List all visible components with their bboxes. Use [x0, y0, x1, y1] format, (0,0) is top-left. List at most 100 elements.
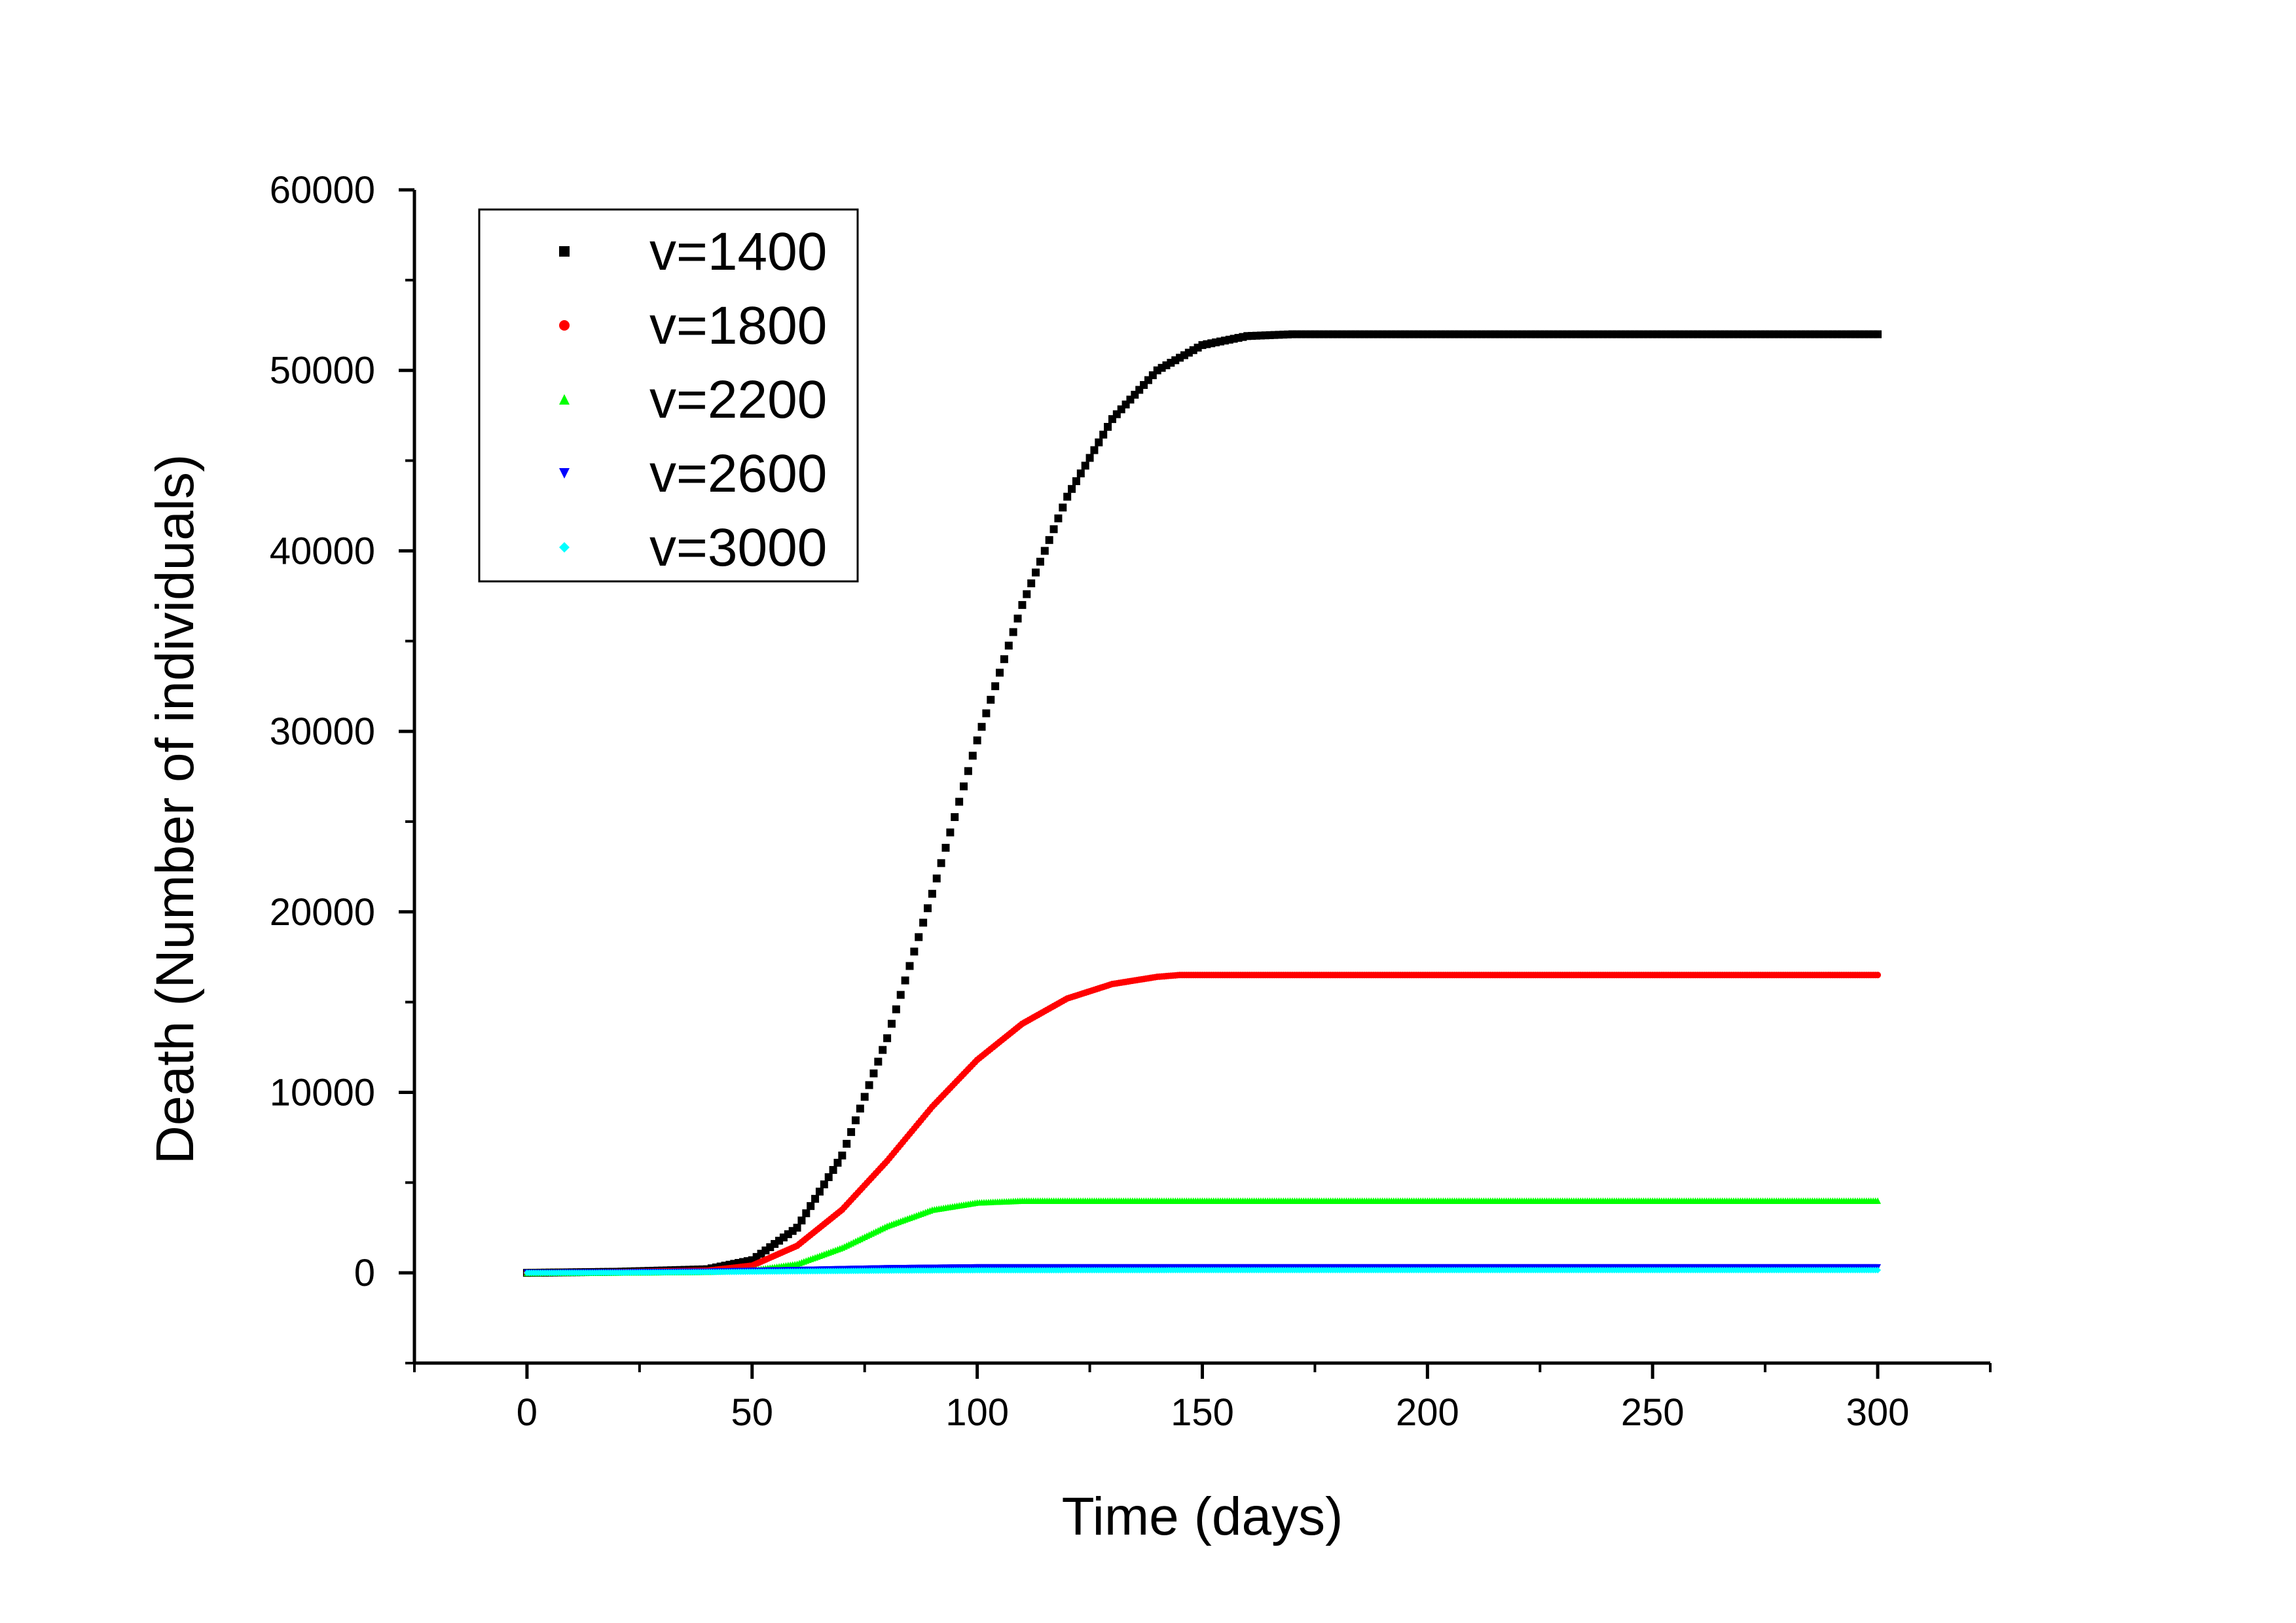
data-point	[991, 682, 1000, 691]
data-point	[879, 1046, 887, 1054]
x-tick-label: 150	[1171, 1391, 1234, 1434]
data-point	[838, 1151, 847, 1159]
data-point	[1085, 454, 1094, 462]
y-tick-label: 60000	[270, 169, 375, 211]
legend-label: v=1800	[649, 296, 827, 356]
data-point	[919, 919, 928, 927]
y-tick-label: 40000	[270, 530, 375, 572]
data-point	[941, 843, 950, 852]
data-point	[802, 1209, 811, 1218]
data-point	[964, 767, 972, 775]
data-point	[896, 991, 905, 999]
data-point	[1239, 333, 1247, 341]
x-tick-label: 50	[731, 1391, 774, 1434]
data-point	[923, 904, 932, 913]
legend-marker	[559, 246, 570, 257]
series-layer	[522, 330, 1882, 1277]
data-point	[1009, 628, 1017, 636]
y-tick-label: 50000	[270, 350, 375, 392]
data-point	[824, 1173, 833, 1182]
data-point	[1032, 568, 1040, 577]
legend: v=1400 v=1800 v=2200 v=2600 v=3000	[478, 208, 859, 583]
data-point	[1018, 601, 1027, 610]
data-point	[1063, 492, 1072, 501]
x-tick-label: 250	[1621, 1391, 1685, 1434]
data-point	[860, 1093, 869, 1101]
x-axis-title: Time (days)	[1062, 1487, 1343, 1546]
legend-label: v=3000	[649, 518, 827, 577]
data-point	[1874, 1197, 1882, 1204]
data-point	[960, 782, 968, 791]
data-point	[1068, 484, 1076, 493]
data-point	[1874, 972, 1882, 979]
data-point	[807, 1202, 815, 1211]
data-point	[1049, 525, 1058, 534]
data-point	[847, 1128, 856, 1137]
data-point	[1000, 655, 1008, 663]
legend-item: v=2200	[559, 370, 827, 429]
y-tick-label: 20000	[270, 891, 375, 934]
data-point	[811, 1195, 820, 1203]
data-point	[928, 890, 936, 898]
x-axis-ticks: 0 50 100 150 200 250 300	[413, 1363, 1992, 1434]
data-point	[1072, 477, 1080, 485]
data-point	[883, 1034, 892, 1042]
data-point	[987, 695, 995, 704]
series-v=3000	[523, 1267, 1882, 1277]
data-point	[955, 797, 964, 806]
data-point	[815, 1188, 824, 1196]
data-point	[1874, 330, 1882, 338]
legend-label: v=1400	[649, 222, 827, 282]
data-point	[1874, 1267, 1882, 1274]
data-point	[1045, 536, 1053, 544]
data-point	[797, 1216, 806, 1225]
y-tick-label: 0	[354, 1252, 375, 1294]
legend-label: v=2200	[649, 370, 827, 429]
data-point	[1104, 422, 1112, 431]
data-point	[1036, 557, 1044, 566]
data-point	[1054, 514, 1063, 522]
legend-box	[478, 208, 859, 583]
data-point	[1059, 503, 1067, 512]
legend-item: v=1400	[559, 222, 827, 282]
data-point	[915, 933, 923, 941]
legend-marker	[559, 320, 570, 331]
legend-item: v=2600	[559, 444, 827, 503]
data-point	[1081, 462, 1089, 470]
data-point	[820, 1180, 828, 1189]
data-point	[869, 1069, 878, 1078]
data-point	[1099, 430, 1108, 439]
data-point	[910, 947, 919, 956]
data-point	[1023, 590, 1031, 598]
data-point	[977, 723, 986, 731]
data-point	[1090, 446, 1099, 454]
series-v=1800	[523, 972, 1882, 1277]
x-tick-label: 100	[945, 1391, 1009, 1434]
data-point	[865, 1081, 873, 1089]
data-point	[874, 1057, 883, 1066]
legend-marker	[559, 468, 570, 479]
legend-item: v=1800	[559, 296, 827, 356]
data-point	[1095, 438, 1103, 447]
data-point	[1248, 332, 1256, 340]
legend-item: v=3000	[559, 518, 827, 577]
y-tick-label: 30000	[270, 710, 375, 753]
data-point	[887, 1019, 896, 1028]
y-tick-label: 10000	[270, 1071, 375, 1114]
data-point	[851, 1116, 860, 1125]
data-point	[968, 752, 977, 760]
data-point	[1027, 579, 1036, 588]
data-point	[951, 813, 959, 822]
legend-marker	[559, 542, 570, 553]
data-point	[932, 874, 941, 883]
data-point	[1040, 547, 1049, 555]
x-tick-label: 300	[1846, 1391, 1910, 1434]
data-point	[793, 1224, 801, 1232]
data-point	[1076, 469, 1085, 478]
data-point	[856, 1104, 864, 1113]
data-point	[892, 1005, 900, 1013]
x-tick-label: 200	[1396, 1391, 1459, 1434]
data-point	[937, 859, 945, 867]
data-point	[843, 1140, 851, 1148]
